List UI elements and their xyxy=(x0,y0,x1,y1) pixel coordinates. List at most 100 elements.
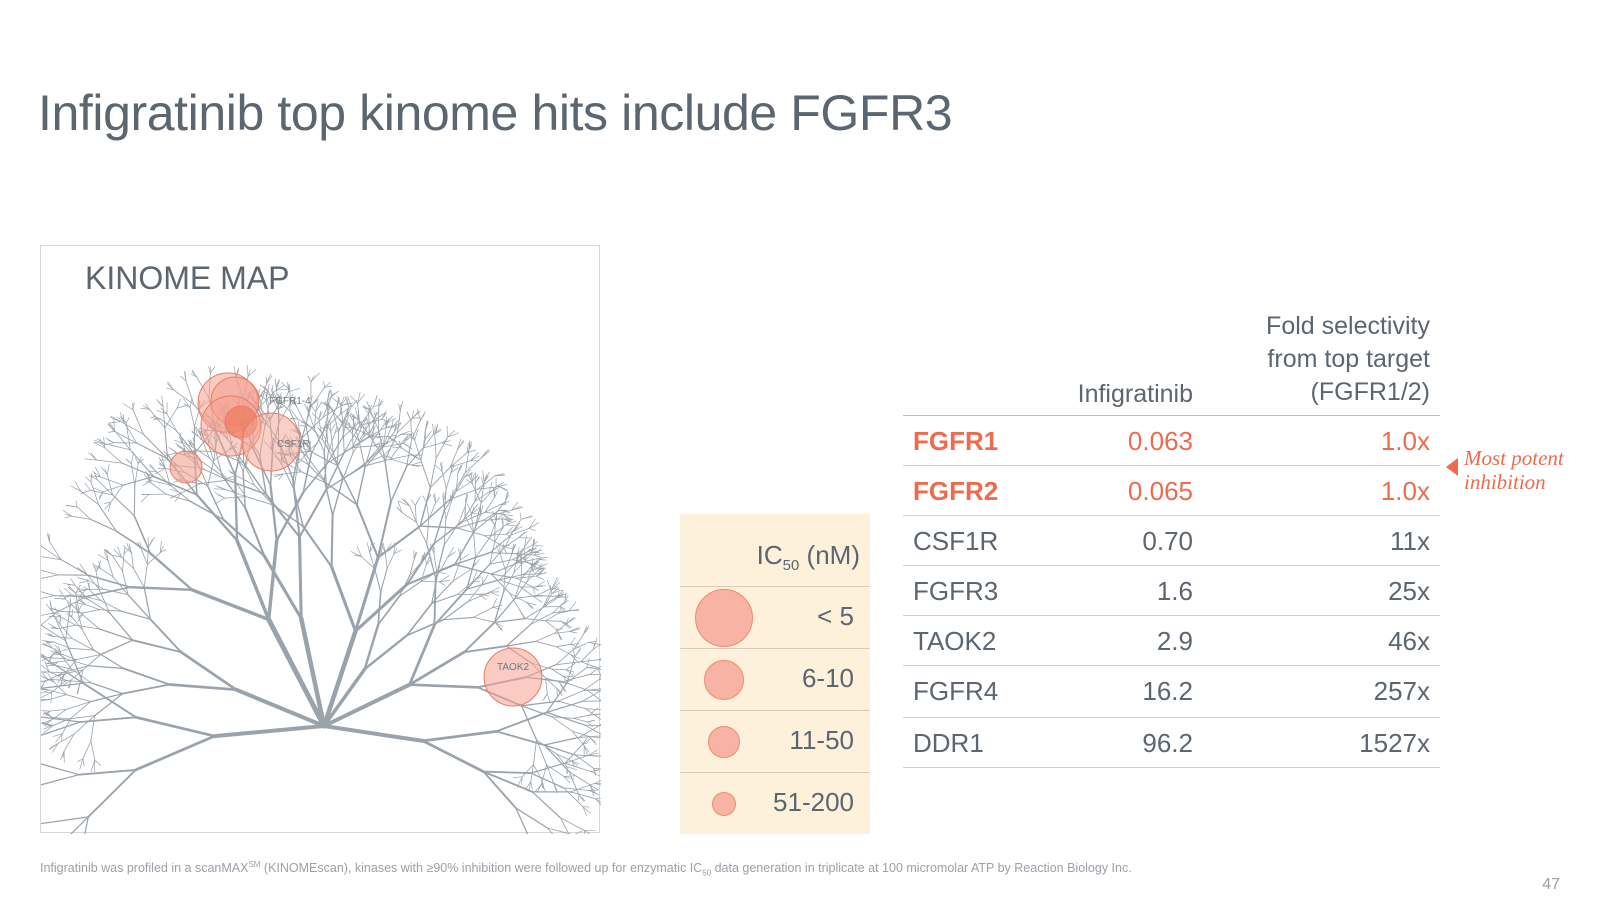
callout-note: Most potent inhibition xyxy=(1464,446,1564,494)
tree-branch xyxy=(189,407,195,427)
tree-branch xyxy=(588,736,597,746)
tree-branch xyxy=(369,434,386,461)
tree-branch xyxy=(315,402,322,412)
table-row: CSF1R 0.70 11x xyxy=(903,516,1440,566)
tree-branch xyxy=(543,595,559,606)
tree-branch xyxy=(524,552,534,561)
tree-branch xyxy=(42,656,84,684)
table-row: FGFR4 16.2 257x xyxy=(903,666,1440,718)
tree-branch xyxy=(502,545,513,550)
tree-branch xyxy=(516,548,523,559)
tree-branch xyxy=(543,736,580,746)
tree-branch xyxy=(386,553,395,569)
tree-branch xyxy=(525,548,534,553)
tree-branch xyxy=(352,421,357,433)
tree-branch xyxy=(494,515,498,527)
tree-branch xyxy=(454,563,492,575)
tree-branch xyxy=(113,418,115,431)
tree-branch xyxy=(397,507,403,514)
tree-branch xyxy=(337,395,342,406)
tree-branch xyxy=(568,609,579,612)
tree-branch xyxy=(460,553,470,561)
tree-branch xyxy=(277,391,290,411)
tree-branch xyxy=(502,513,509,521)
tree-branch xyxy=(340,399,346,407)
tree-branch xyxy=(183,443,193,448)
tree-branch xyxy=(543,590,552,606)
cell-ic50: 0.065 xyxy=(1127,476,1193,506)
tree-branch xyxy=(411,420,421,441)
tree-branch xyxy=(481,476,484,485)
tree-branch xyxy=(511,526,519,533)
tree-branch xyxy=(233,479,247,498)
tree-branch xyxy=(447,546,455,558)
tree-branch xyxy=(234,687,326,728)
tree-branch xyxy=(242,470,246,509)
tree-branch xyxy=(152,475,198,496)
tree-branch xyxy=(334,425,338,434)
tree-branch xyxy=(524,553,528,561)
tree-branch xyxy=(52,661,59,667)
tree-branch xyxy=(405,542,436,586)
tree-branch xyxy=(464,468,472,478)
tree-branch xyxy=(593,642,596,650)
tree-branch xyxy=(67,584,77,594)
tree-branch xyxy=(336,399,339,407)
tree-branch xyxy=(112,576,129,596)
tree-branch xyxy=(142,405,150,410)
tree-branch xyxy=(324,413,341,430)
tree-branch xyxy=(411,410,414,419)
tree-branch xyxy=(492,604,503,608)
tree-branch xyxy=(557,690,584,702)
tree-branch xyxy=(511,544,515,556)
tree-branch xyxy=(498,579,521,588)
tree-branch xyxy=(463,621,496,654)
tree-branch xyxy=(414,499,419,506)
tree-branch xyxy=(546,700,584,714)
tree-branch xyxy=(140,494,150,503)
tree-branch xyxy=(103,442,115,446)
tree-branch xyxy=(125,417,130,424)
tree-branch xyxy=(456,520,484,529)
tree-branch xyxy=(403,442,413,450)
tree-branch xyxy=(53,681,67,696)
tree-branch xyxy=(455,476,466,492)
tree-branch xyxy=(246,364,249,377)
tree-branch xyxy=(41,716,81,723)
tree-branch xyxy=(456,527,485,537)
tree-branch xyxy=(426,493,432,503)
tree-branch xyxy=(365,455,385,464)
tree-branch xyxy=(53,651,62,655)
tree-branch xyxy=(96,459,123,464)
tree-branch xyxy=(338,418,347,428)
ic50-legend: IC50 (nM) < 5 6-10 11-50 51-200 xyxy=(680,514,870,834)
tree-branch xyxy=(349,412,359,420)
tree-branch xyxy=(564,754,590,764)
tree-branch xyxy=(494,526,504,543)
tree-branch xyxy=(580,648,594,663)
tree-branch xyxy=(424,431,432,440)
tree-branch xyxy=(322,682,412,728)
tree-branch xyxy=(524,618,546,622)
tree-branch xyxy=(131,639,183,654)
tree-branch xyxy=(322,667,367,728)
tree-branch xyxy=(323,479,334,517)
tree-branch xyxy=(382,542,386,553)
tree-branch xyxy=(50,691,53,704)
tree-branch xyxy=(570,782,596,793)
tree-branch xyxy=(499,486,508,491)
tree-branch xyxy=(359,406,374,426)
tree-branch xyxy=(531,540,535,552)
tree-branch xyxy=(340,402,349,407)
tree-branch xyxy=(433,510,445,545)
tree-branch xyxy=(106,463,110,476)
tree-branch xyxy=(543,597,559,608)
tree-branch xyxy=(450,462,453,474)
tree-branch xyxy=(447,551,456,558)
tree-branch xyxy=(107,423,115,432)
tree-branch xyxy=(93,649,125,670)
tree-branch xyxy=(180,483,201,494)
tree-branch xyxy=(557,593,567,597)
tree-branch xyxy=(447,430,456,438)
tree-branch xyxy=(502,513,513,516)
